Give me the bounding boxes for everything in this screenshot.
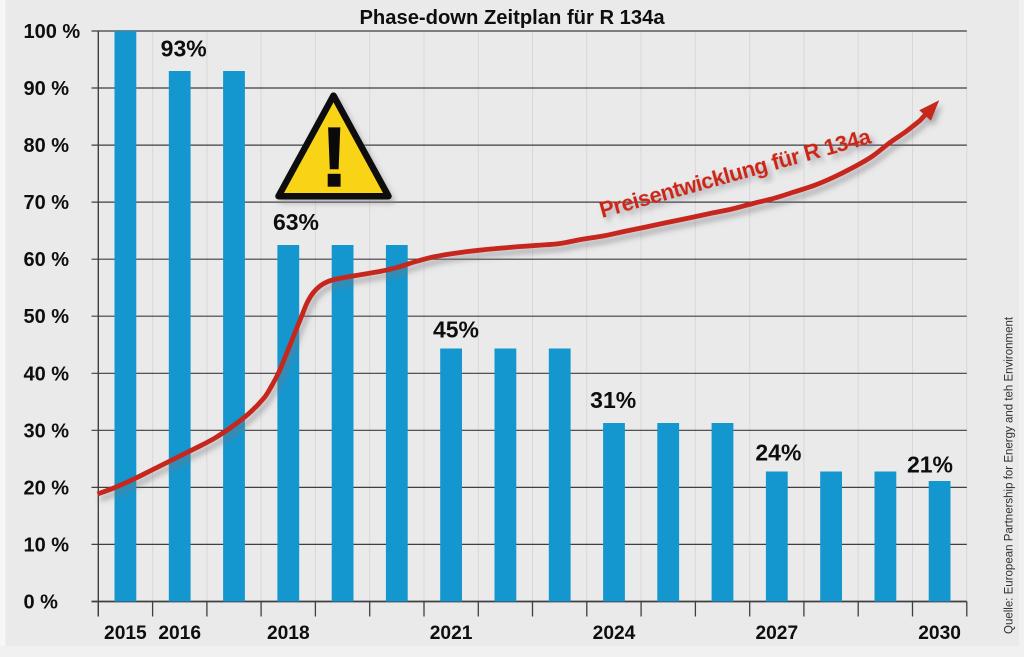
svg-text:30 %: 30 % — [24, 420, 70, 442]
svg-text:Quelle: European Partnership f: Quelle: European Partnership for Energy … — [1004, 316, 1016, 634]
svg-text:24%: 24% — [755, 440, 801, 466]
svg-text:63%: 63% — [273, 209, 319, 235]
svg-text:90 %: 90 % — [24, 78, 70, 100]
svg-text:93%: 93% — [161, 35, 207, 61]
svg-text:Phase-down Zeitplan für R 134a: Phase-down Zeitplan für R 134a — [359, 7, 665, 29]
svg-text:20 %: 20 % — [24, 477, 70, 499]
svg-text:70 %: 70 % — [24, 192, 70, 214]
svg-text:45%: 45% — [433, 317, 479, 343]
svg-text:40 %: 40 % — [24, 363, 70, 385]
svg-text:21%: 21% — [907, 451, 953, 477]
svg-text:80 %: 80 % — [24, 135, 70, 157]
svg-text:2015: 2015 — [104, 623, 147, 644]
svg-text:2030: 2030 — [918, 623, 961, 644]
svg-text:50 %: 50 % — [24, 306, 70, 328]
svg-text:2024: 2024 — [593, 623, 636, 644]
svg-text:31%: 31% — [590, 387, 636, 413]
svg-text:60 %: 60 % — [24, 249, 70, 271]
svg-text:2016: 2016 — [158, 623, 201, 644]
svg-text:100 %: 100 % — [24, 21, 81, 43]
svg-text:2027: 2027 — [755, 623, 798, 644]
svg-text:2021: 2021 — [430, 623, 473, 644]
svg-text:10 %: 10 % — [24, 534, 70, 556]
svg-text:0 %: 0 % — [24, 592, 59, 614]
svg-text:2018: 2018 — [267, 623, 310, 644]
